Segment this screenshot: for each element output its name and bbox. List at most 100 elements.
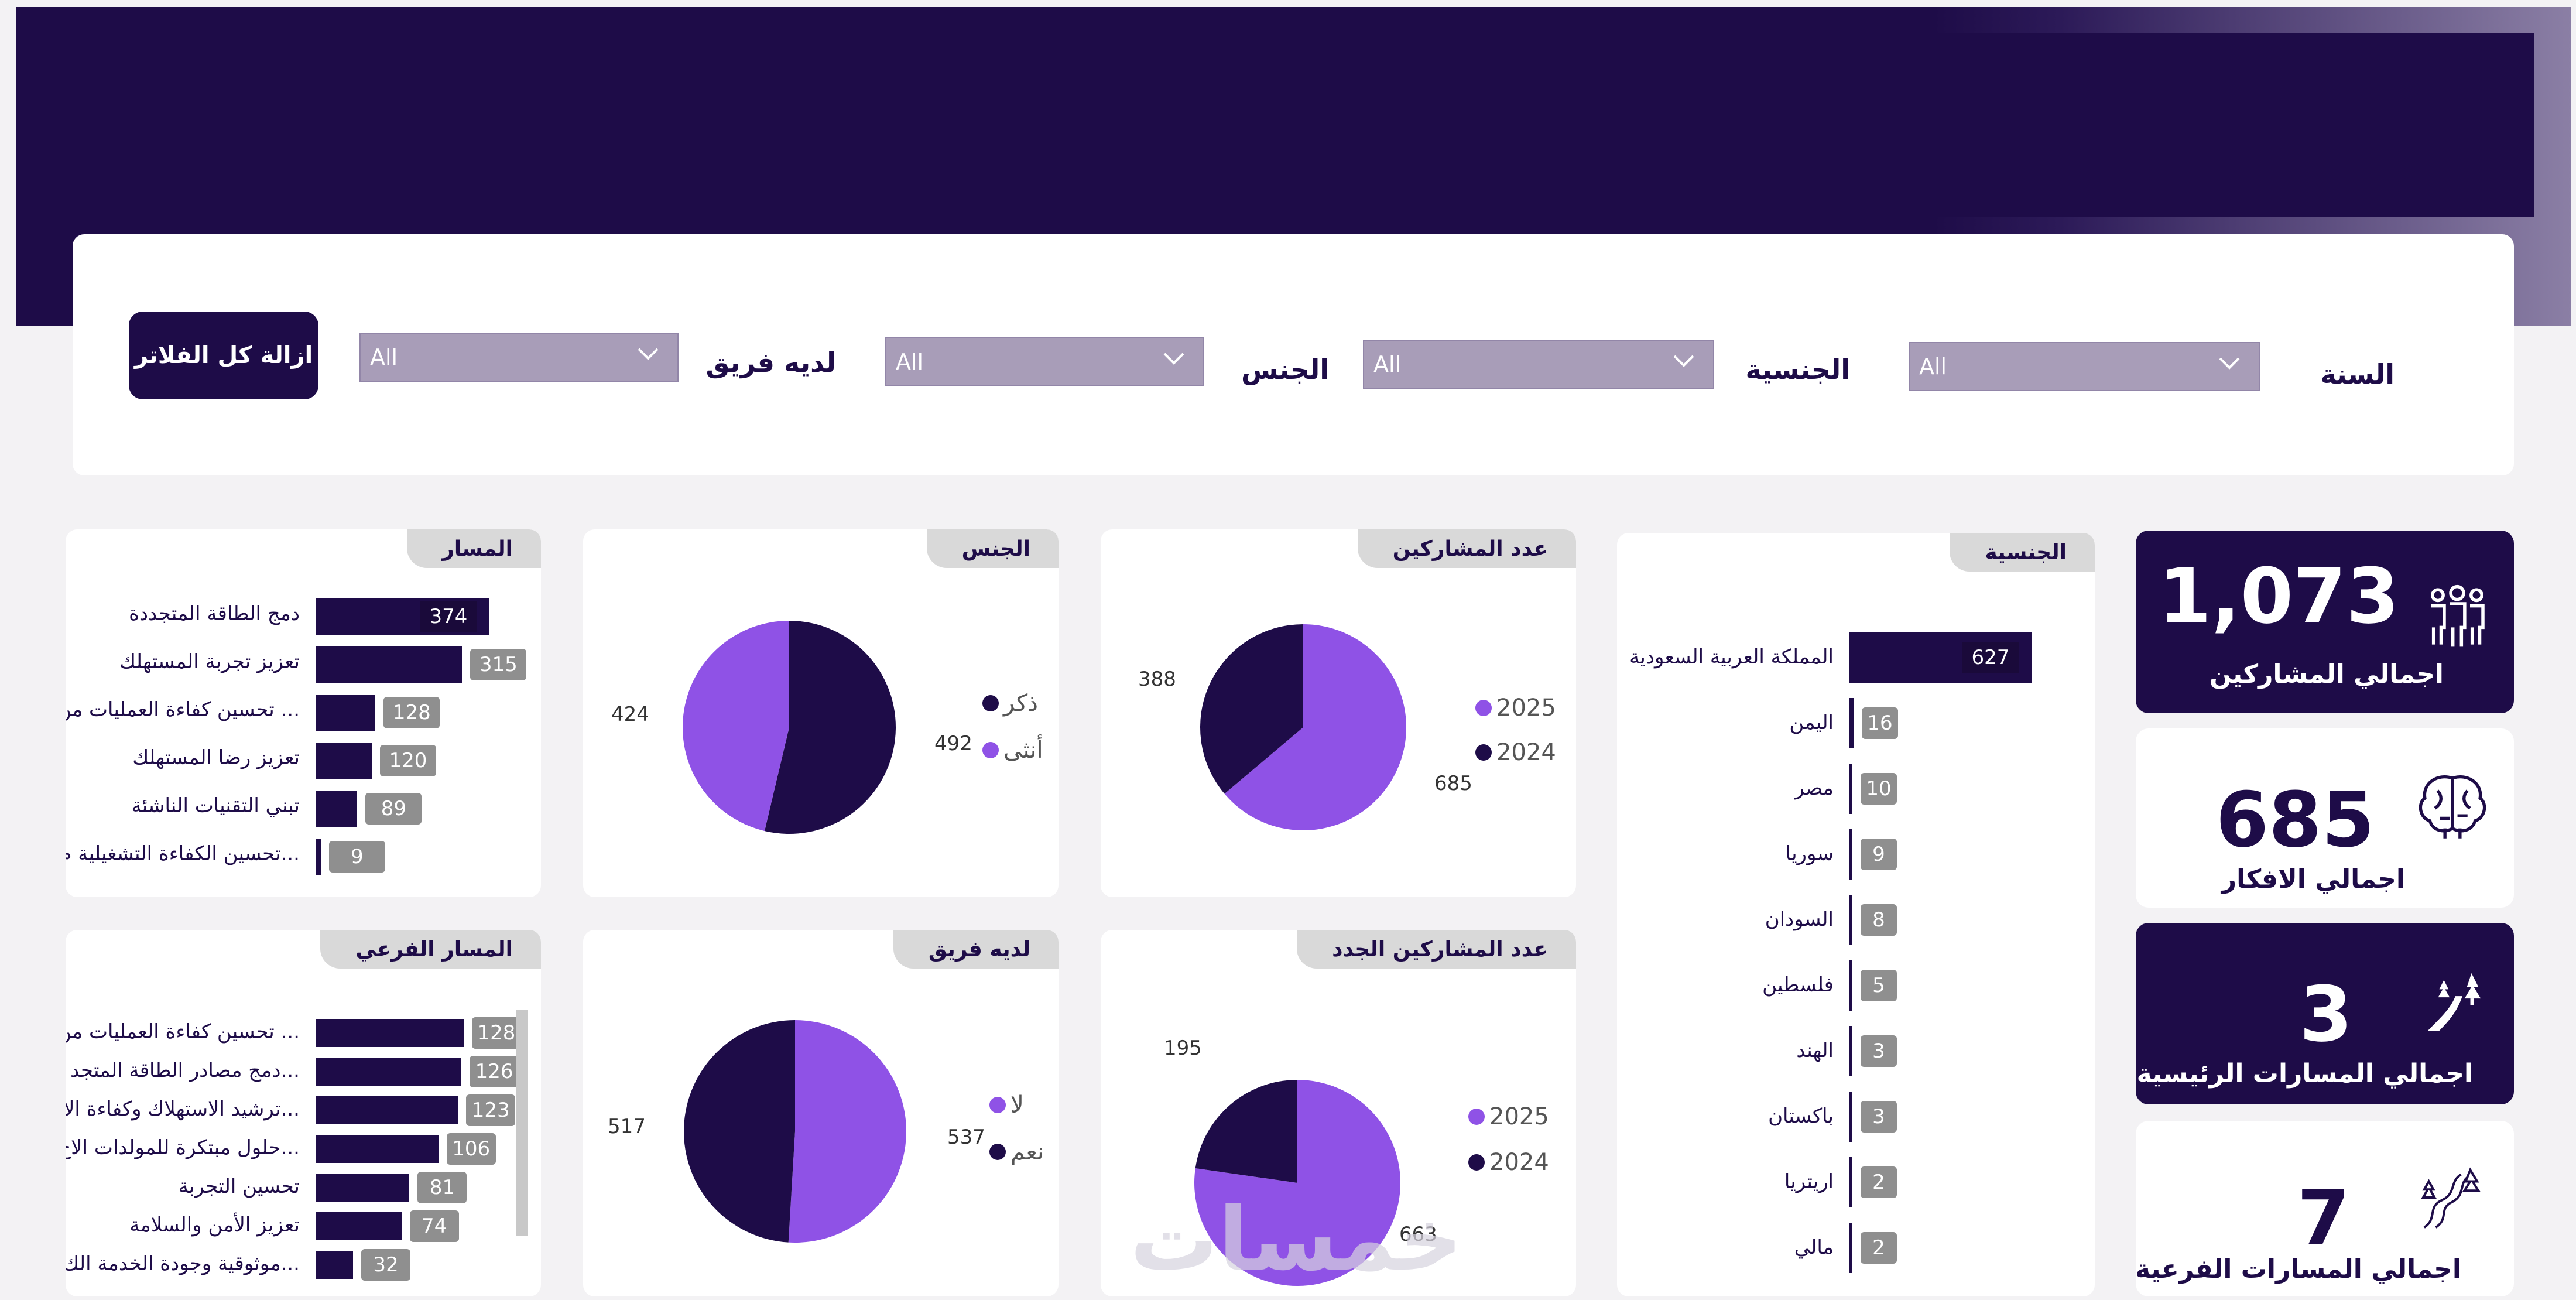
nationality-card: الجنسية المملكة العربية السعودية 627 اليمن… [1617,533,2095,1296]
bar-label: تحسين كفاءة العمليات من ... [66,1020,300,1044]
bar[interactable] [1849,698,1854,748]
team-filter-label: لديه فريق [705,347,837,378]
bar[interactable] [1849,764,1852,814]
year-dropdown[interactable]: All [1909,342,2260,391]
pie-slice-1[interactable] [684,1020,795,1243]
bar-value: 10 [1861,773,1897,805]
bar-label: تعزيز تجربة المستهلك [119,650,300,673]
bar[interactable] [316,1174,410,1202]
bar-value: 3 [1861,1101,1897,1133]
team-dropdown-value: All [370,344,398,370]
card-title: المسار الفرعي [320,930,541,969]
bar[interactable] [316,1135,439,1163]
kpi-sub-tracks-value: 7 [2297,1174,2350,1263]
bar-value: 2 [1861,1232,1897,1264]
legend-item-female: أنثى [982,737,1043,764]
pie-slice-0[interactable] [788,1020,907,1243]
watermark: خمسات [1130,1189,1463,1291]
legend-label: أنثى [1003,737,1043,764]
bar-value: 120 [379,745,436,776]
pie-slice-1[interactable] [1200,624,1303,794]
bar[interactable] [316,839,321,875]
gender-card: الجنس 424 492 ذكر أنثى [583,529,1059,897]
bar[interactable] [316,1096,458,1124]
legend-item-2024: 2024 [1475,739,1556,766]
bar-label: دمج مصادر الطاقة المتجد... [70,1059,300,1082]
pie-label-female: 424 [611,703,649,726]
card-title: الجنس [926,529,1059,568]
chevron-down-icon [1163,353,1184,365]
bar[interactable] [1849,960,1852,1011]
year-dropdown-value: All [1919,354,1947,379]
pie-label-2025: 685 [1434,772,1472,795]
pie-label-no: 537 [947,1125,985,1149]
gender-pie [683,621,896,834]
scrollbar[interactable] [516,1010,528,1236]
road-icon [2427,973,2481,1031]
bar[interactable] [316,743,372,779]
pie-slice-0[interactable] [1224,624,1406,830]
kpi-sub-tracks-label: اجمالي المسارات الفرعية [2135,1254,2461,1284]
bar[interactable] [1849,1092,1852,1142]
bar-label: تحسين كفاءة العمليات من ... [66,698,300,721]
bar-value: 32 [361,1249,410,1281]
clear-filters-button[interactable]: ازالة كل الفلاتر [129,312,318,399]
bar[interactable] [1849,1026,1852,1076]
bar[interactable] [1849,829,1852,880]
bar-label: السودان [1765,908,1834,931]
bar-value: 106 [446,1133,496,1165]
legend-item-2025: 2025 [1475,695,1556,721]
bar[interactable] [316,1058,462,1086]
kpi-participants-value: 1,073 [2158,552,2399,641]
bar-label: تعزيز رضا المستهلك [132,746,300,769]
kpi-main-tracks-card: 3 اجمالي المسارات الرئيسية [2136,923,2514,1104]
pie-slice-0[interactable] [764,621,896,834]
bar-label: دمج الطاقة المتجددة [129,602,300,625]
bar[interactable] [316,695,376,731]
winding-road-icon [2421,1167,2481,1229]
card-title: عدد المشاركين الجدد [1297,930,1576,969]
bar-value: 5 [1861,970,1897,1001]
bar-value: 2 [1861,1166,1897,1198]
bar[interactable] [316,1251,353,1279]
bar[interactable] [1849,895,1852,945]
legend-item-yes: نعم [989,1138,1044,1165]
bar[interactable] [316,1019,464,1047]
legend-dot [989,1144,1006,1160]
bar-label: حلول مبتكرة للمولدات الاح... [66,1136,300,1159]
bar[interactable] [316,1212,402,1240]
card-title: لديه فريق [893,930,1059,969]
people-icon [2431,584,2485,647]
gender-dropdown[interactable]: All [885,337,1204,386]
bar-value: 315 [470,649,527,680]
kpi-main-tracks-value: 3 [2299,970,2352,1059]
bar[interactable] [1849,1157,1852,1207]
pie-slice-1[interactable] [1195,1080,1297,1183]
kpi-participants-card: 1,073 اجمالي المشاركين [2136,531,2514,713]
track-card: المسار دمج الطاقة المتجددة 374 تعزيز تجربة… [66,529,541,897]
bar-value: 627 [1962,642,2019,673]
nationality-dropdown-value: All [1373,351,1402,377]
chevron-down-icon [638,348,659,360]
nationality-filter-label: الجنسية [1745,354,1850,385]
bar[interactable] [316,646,463,683]
bar-value: 81 [417,1172,467,1203]
nationality-dropdown[interactable]: All [1363,340,1714,389]
bar[interactable] [316,791,358,827]
bar-value: 126 [470,1056,519,1087]
legend-label: 2024 [1496,739,1556,766]
pie-label-yes: 517 [608,1115,646,1138]
chevron-down-icon [2219,357,2240,370]
team-dropdown[interactable]: All [359,333,679,382]
legend-label: 2025 [1496,695,1556,721]
bar[interactable] [1849,1223,1852,1273]
gender-dropdown-value: All [896,349,924,375]
bar-label: مصر [1794,776,1834,800]
header-banner [16,33,2534,217]
legend-label: 2024 [1489,1149,1549,1176]
participants-pie [1200,624,1406,830]
team-pie [684,1020,907,1243]
pie-slice-1[interactable] [683,621,789,832]
bar-label: ترشيد الاستهلاك وكفاءة الا... [66,1097,300,1121]
card-title: عدد المشاركين [1357,529,1576,568]
